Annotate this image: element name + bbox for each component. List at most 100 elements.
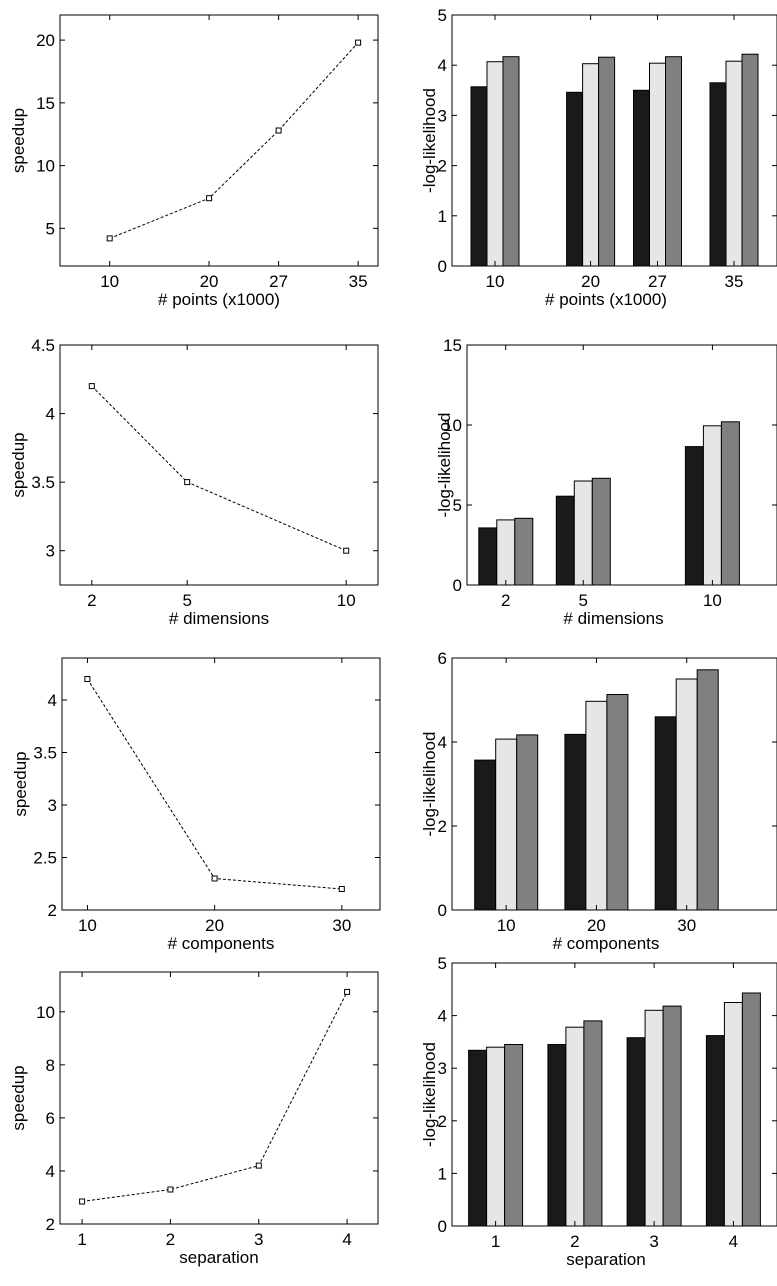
bar-s1-c1 [565, 1026, 585, 1227]
bar-s2-c2 [696, 669, 719, 911]
y-tick-label: 6 [438, 649, 447, 668]
y-axis-label: speedup [9, 108, 28, 173]
bar-s2-c1 [591, 477, 611, 586]
y-tick-label: 4.5 [31, 336, 55, 355]
y-tick-label: 2.5 [33, 849, 57, 868]
bar-s0-c1 [555, 495, 575, 586]
data-point-2 [343, 547, 350, 554]
y-tick-label: 1 [438, 207, 447, 226]
y-tick-label: 4 [438, 56, 447, 75]
x-tick-label: 10 [497, 916, 516, 935]
bar-s0-c2 [626, 1037, 646, 1227]
bar-s0-c2 [654, 716, 677, 911]
x-tick-label: 2 [87, 591, 96, 610]
x-axis-label: separation [179, 1248, 258, 1267]
data-point-0 [88, 383, 95, 390]
y-tick-label: 2 [438, 157, 447, 176]
data-point-0 [106, 235, 113, 242]
y-tick-label: 15 [36, 94, 55, 113]
y-tick-label: 6 [46, 1109, 55, 1128]
bar-s0-c0 [478, 527, 498, 586]
bar-s2-c2 [720, 421, 740, 586]
x-tick-label: 10 [78, 916, 97, 935]
y-tick-label: 2 [48, 901, 57, 920]
bar-s1-c1 [573, 480, 593, 586]
bar-s1-c2 [644, 1009, 664, 1227]
y-tick-label: 2 [438, 817, 447, 836]
bar-s0-c1 [564, 733, 587, 911]
x-axis-label: # components [168, 934, 275, 953]
bar-s0-c1 [547, 1044, 567, 1227]
y-tick-label: 3 [46, 542, 55, 561]
axes-frame [451, 657, 777, 911]
data-point-3 [355, 39, 362, 46]
y-tick-label: 4 [438, 1007, 447, 1026]
bar-s2-c1 [583, 1020, 603, 1227]
bar-s1-c3 [723, 1002, 743, 1227]
y-tick-label: 3 [438, 1059, 447, 1078]
y-tick-label: 0 [438, 1217, 447, 1236]
bar-s2-c1 [606, 694, 629, 911]
y-tick-label: 4 [46, 1162, 55, 1181]
chart-points-loglik: 10 20 27 35 0 1 2 3 4 5 # points (x1000) -log-likel… [420, 6, 777, 309]
y-axis-label: speedup [9, 1065, 28, 1130]
chart-separation-loglik: 1 2 3 4 0 1 2 3 4 5 separation -log-likelihood [420, 954, 777, 1269]
y-tick-label: 5 [438, 954, 447, 973]
bar-s0-c3 [709, 82, 727, 267]
y-tick-label: 0 [438, 257, 447, 276]
axes-frame [451, 962, 777, 1227]
x-axis-label: # dimensions [563, 609, 663, 628]
y-tick-label: 4 [48, 691, 57, 710]
bar-s1-c2 [649, 62, 666, 267]
x-tick-label: 10 [486, 272, 505, 291]
data-point-2 [275, 127, 282, 134]
bar-s0-c2 [684, 446, 704, 586]
bar-s1-c1 [582, 63, 600, 267]
y-tick-label: 5 [453, 496, 462, 515]
bar-s0-c2 [633, 89, 650, 267]
y-tick-label: 10 [36, 1003, 55, 1022]
bar-s1-c0 [486, 61, 504, 267]
y-tick-label: 10 [36, 157, 55, 176]
bar-s0-c3 [705, 1035, 725, 1227]
axes-frame [451, 14, 777, 267]
y-axis-label: -log-likelihood [420, 88, 439, 193]
speedup-line [82, 991, 348, 1202]
x-axis-label: separation [566, 1250, 645, 1269]
bar-s1-c0 [496, 519, 516, 586]
y-tick-label: 0 [438, 901, 447, 920]
bar-s2-c2 [662, 1005, 682, 1227]
axes-frame [59, 344, 379, 586]
bar-s1-c2 [675, 678, 698, 911]
x-tick-label: 30 [677, 916, 696, 935]
y-axis-label: speedup [11, 751, 30, 816]
data-point-1 [167, 1186, 174, 1193]
y-tick-label: 0 [453, 576, 462, 595]
bar-s2-c0 [502, 56, 520, 267]
x-tick-label: 10 [703, 591, 722, 610]
x-tick-label: 20 [581, 272, 600, 291]
data-point-2 [338, 886, 345, 892]
y-axis-label: -log-likelihood [420, 732, 439, 837]
y-tick-label: 3 [48, 796, 57, 815]
x-tick-label: 1 [77, 1230, 86, 1249]
y-tick-label: 4 [438, 733, 447, 752]
y-tick-label: 3.5 [31, 473, 55, 492]
x-tick-label: 5 [579, 591, 588, 610]
x-axis-label: # points (x1000) [545, 290, 667, 309]
data-point-3 [344, 988, 351, 995]
axes-frame [59, 971, 379, 1225]
y-tick-label: 4 [46, 405, 55, 424]
y-tick-label: 8 [46, 1056, 55, 1075]
bar-s1-c0 [486, 1046, 506, 1227]
x-tick-label: 2 [570, 1232, 579, 1251]
axes-frame [466, 344, 777, 586]
y-tick-label: 5 [438, 6, 447, 25]
bar-s0-c0 [468, 1049, 488, 1227]
y-axis-label: speedup [9, 432, 28, 497]
bar-s2-c0 [504, 1044, 524, 1227]
speedup-line [86, 678, 342, 890]
data-point-1 [184, 479, 191, 486]
y-axis-label: -log-likelihood [420, 1042, 439, 1147]
